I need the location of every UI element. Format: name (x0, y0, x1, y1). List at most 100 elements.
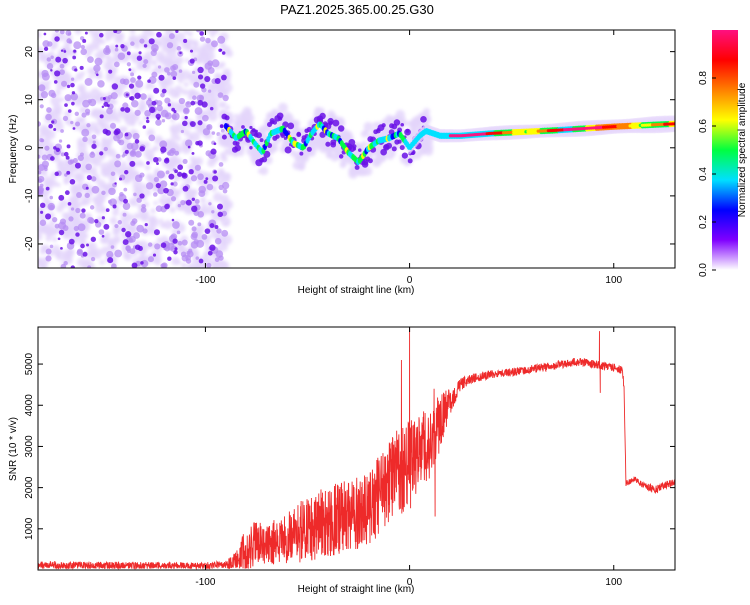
noise-point (135, 79, 144, 88)
ridge-point (397, 139, 402, 144)
noise-point (142, 125, 147, 129)
noise-point (159, 78, 170, 90)
noise-point (217, 211, 224, 218)
noise-point (89, 152, 96, 158)
noise-point (206, 124, 213, 131)
noise-point (136, 197, 142, 203)
noise-point (45, 213, 52, 220)
noise-point (177, 203, 182, 208)
noise-point (110, 245, 115, 249)
noise-point (80, 48, 88, 56)
noise-point (54, 70, 61, 77)
noise-point (75, 232, 80, 237)
noise-point (74, 162, 81, 169)
noise-point (187, 88, 196, 97)
noise-point (102, 96, 106, 100)
ridge-halo-point (292, 119, 301, 127)
noise-point (179, 51, 182, 55)
ridge-point (319, 131, 326, 138)
noise-point (81, 112, 87, 118)
noise-point (87, 99, 92, 104)
noise-point (109, 216, 118, 225)
noise-point (134, 244, 141, 250)
noise-point (155, 182, 161, 189)
noise-point (62, 57, 68, 64)
y-tick-label: 5000 (24, 353, 35, 376)
noise-point (188, 169, 194, 175)
noise-point (111, 263, 117, 268)
noise-point (146, 224, 156, 234)
noise-point (99, 259, 105, 266)
noise-point (164, 197, 173, 206)
ridge-point (219, 124, 224, 129)
noise-point (131, 89, 137, 94)
noise-point (56, 205, 64, 213)
ridge-point (380, 148, 387, 156)
noise-point (94, 219, 99, 224)
spectrogram-y-ticks: -20 -10 0 10 20 (24, 46, 675, 251)
spectrogram-frame (37, 29, 676, 269)
noise-point (140, 207, 147, 213)
noise-point (189, 49, 194, 53)
noise-point (144, 164, 151, 171)
noise-point (114, 249, 123, 258)
y-tick-label: -20 (24, 236, 35, 251)
noise-point (174, 55, 184, 65)
noise-point (68, 216, 74, 222)
ridge-halo-point (233, 113, 240, 120)
noise-point (38, 170, 42, 175)
noise-point (181, 239, 188, 246)
noise-point (117, 52, 126, 60)
noise-point (54, 108, 62, 117)
noise-point (223, 172, 232, 181)
noise-point (195, 256, 200, 260)
noise-point (197, 74, 204, 80)
noise-point (187, 164, 194, 170)
noise-point (91, 248, 103, 260)
noise-point (92, 140, 96, 144)
ridge-point (287, 122, 295, 130)
noise-point (122, 212, 127, 217)
noise-point (39, 219, 47, 226)
noise-point (74, 68, 78, 72)
noise-point (194, 107, 203, 115)
ridge-halo-point (259, 166, 269, 176)
noise-point (180, 262, 187, 268)
ridge-halo-point (362, 166, 373, 176)
colorbar-tick-label: 0.8 (698, 71, 709, 85)
noise-point (59, 69, 65, 76)
noise-point (129, 235, 136, 243)
noise-point (48, 123, 53, 129)
noise-point (171, 218, 175, 222)
noise-point (101, 234, 105, 238)
noise-point (86, 123, 91, 128)
noise-point (126, 142, 134, 150)
noise-point (130, 52, 139, 61)
noise-point (80, 44, 85, 50)
noise-point (213, 142, 217, 146)
noise-point (144, 223, 148, 227)
noise-point (147, 256, 154, 263)
noise-point (103, 47, 111, 56)
y-tick-label: 0 (24, 145, 35, 151)
ridge-point (306, 146, 312, 152)
noise-point (171, 107, 176, 112)
noise-point (58, 194, 65, 201)
noise-point (197, 120, 203, 126)
noise-point (211, 40, 218, 48)
noise-point (173, 250, 178, 255)
noise-point (184, 115, 188, 120)
noise-point (74, 30, 82, 35)
noise-point (185, 101, 192, 108)
noise-point (55, 147, 60, 152)
noise-point (159, 140, 168, 149)
noise-point (39, 104, 44, 109)
noise-point (158, 197, 164, 204)
noise-point (50, 55, 54, 60)
noise-point (161, 192, 167, 199)
noise-point (98, 120, 106, 128)
noise-point (45, 235, 52, 242)
noise-point (58, 76, 64, 82)
noise-point (130, 220, 136, 226)
ridge-point (249, 125, 253, 130)
